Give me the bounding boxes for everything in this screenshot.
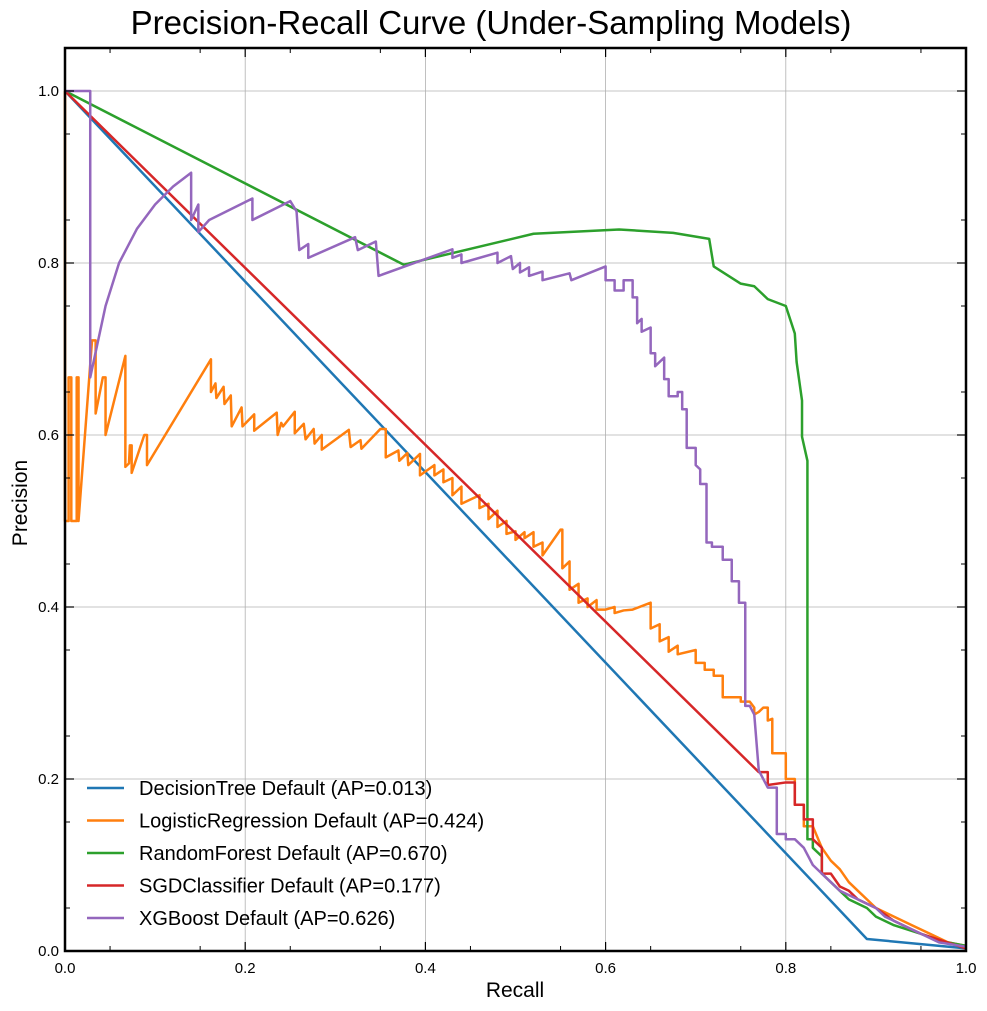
series-line-0	[64, 90, 967, 950]
legend: DecisionTree Default (AP=0.013) LogisticR…	[87, 778, 484, 930]
y-tick-label: 0.6	[38, 427, 59, 444]
grid-layer	[65, 48, 966, 951]
legend-label-1: LogisticRegression Default (AP=0.424)	[139, 811, 484, 833]
x-tick-label: 0.0	[55, 960, 76, 977]
x-tick-label: 0.8	[775, 960, 796, 977]
series-line-4	[65, 89, 967, 948]
legend-label-2: RandomForest Default (AP=0.670)	[139, 843, 448, 865]
x-tick-label: 1.0	[956, 960, 977, 977]
legend-label-0: DecisionTree Default (AP=0.013)	[139, 778, 432, 800]
y-tick-label: 0.4	[38, 599, 59, 616]
y-tick-label: 0.2	[38, 771, 59, 788]
y-tick-label: 1.0	[38, 83, 59, 100]
x-axis-title: Recall	[486, 979, 544, 1002]
series-line-2	[64, 89, 967, 948]
y-axis-title: Precision	[9, 460, 32, 546]
series-line-1	[63, 91, 967, 948]
chart-title: Precision-Recall Curve (Under-Sampling M…	[131, 4, 852, 41]
x-tick-label: 0.6	[595, 960, 616, 977]
x-tick-label: 0.4	[415, 960, 436, 977]
plot-frame	[63, 46, 968, 953]
series-layer	[63, 89, 967, 950]
legend-label-4: XGBoost Default (AP=0.626)	[139, 908, 395, 930]
y-tick-label: 0.8	[38, 255, 59, 272]
ticks-layer: 0.0 0.2 0.4 0.6 0.8 1.0 0.0 0.2 0.4 0.6 0.8 1.0	[38, 47, 977, 977]
legend-label-3: SGDClassifier Default (AP=0.177)	[139, 876, 441, 898]
y-tick-label: 0.0	[38, 943, 59, 960]
x-tick-label: 0.2	[235, 960, 256, 977]
